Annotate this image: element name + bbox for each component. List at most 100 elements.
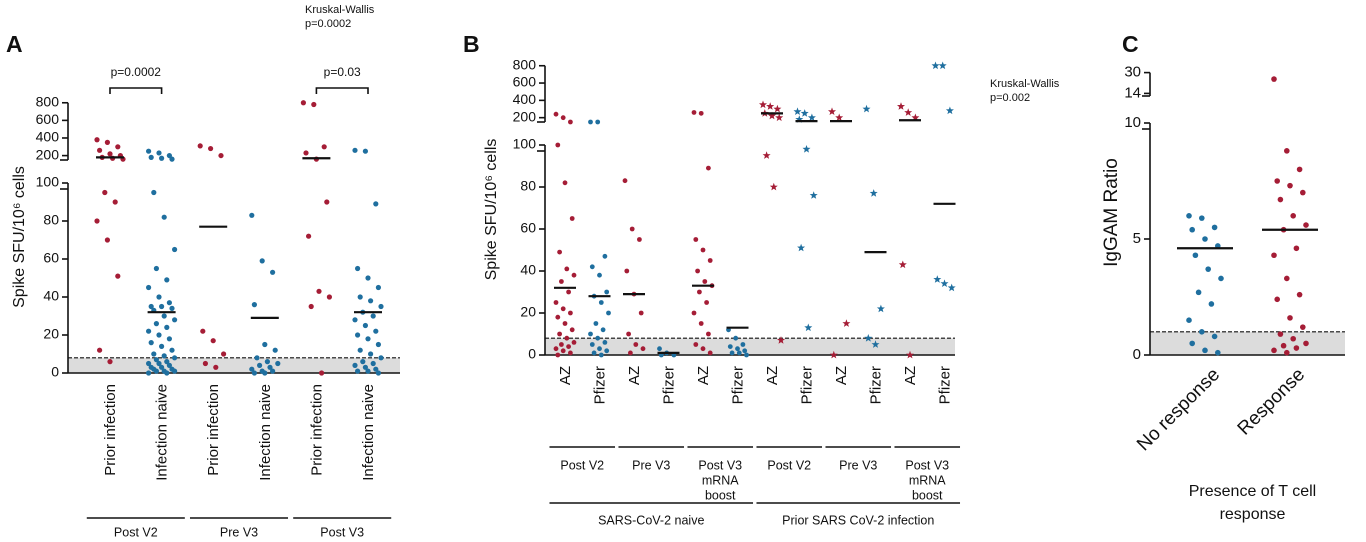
y-tick-label: 80 [43, 212, 59, 228]
data-point [1284, 349, 1290, 356]
data-point [151, 351, 157, 357]
data-point [115, 144, 121, 150]
data-point [166, 300, 172, 306]
y-tick-label: 200 [513, 108, 537, 124]
data-point [828, 107, 836, 115]
y-tick-label: 600 [36, 111, 60, 127]
data-point [862, 104, 871, 113]
data-point [316, 288, 322, 294]
y-tick-label: 200 [36, 146, 60, 162]
data-point [362, 148, 368, 154]
data-point [597, 272, 602, 278]
data-point [604, 348, 610, 354]
data-point [560, 348, 566, 354]
data-point [931, 61, 940, 70]
group-label: mRNA [909, 473, 946, 487]
data-point [624, 268, 630, 274]
x-tick-label: No response [1133, 364, 1224, 455]
comparison-bracket [109, 87, 163, 94]
data-point [370, 313, 376, 319]
y-tick-label: 30 [1124, 64, 1141, 81]
data-point [911, 113, 920, 122]
y-tick-label: 80 [520, 178, 536, 194]
data-point [564, 266, 570, 272]
y-tick-label: 100 [36, 174, 60, 190]
data-point [562, 321, 568, 326]
data-point [800, 109, 809, 117]
data-point [159, 303, 165, 310]
data-point [945, 106, 954, 115]
data-point [164, 370, 170, 376]
data-point [153, 265, 159, 272]
y-axis-label: Spike SFU/10⁶ cells [11, 166, 28, 308]
data-point [311, 101, 317, 108]
data-point [1287, 182, 1293, 189]
y-tick-label: 400 [513, 91, 537, 107]
data-point [1271, 252, 1277, 259]
data-point [249, 366, 255, 372]
data-point [146, 148, 152, 154]
data-point [107, 359, 113, 365]
data-point [151, 189, 157, 196]
data-point [368, 351, 374, 357]
data-point [161, 353, 167, 359]
data-point [270, 368, 276, 374]
data-point [156, 332, 162, 338]
data-point [555, 352, 561, 358]
data-point [1284, 148, 1290, 154]
data-point [169, 156, 175, 162]
x-tick-label: AZ [695, 366, 712, 385]
data-point [606, 310, 611, 316]
panel-label: B [463, 31, 480, 57]
data-point [153, 368, 159, 374]
data-point [802, 145, 811, 153]
data-point [1271, 347, 1277, 354]
data-point [373, 201, 379, 207]
data-point [1189, 226, 1195, 233]
data-point [1274, 178, 1280, 184]
x-tick-label: Prior infection [205, 384, 222, 476]
data-point [1199, 329, 1205, 335]
group-label: Post V3 [905, 458, 949, 472]
group-label: Post V2 [114, 525, 158, 539]
comparison-label: p=0.0002 [111, 65, 162, 79]
data-point [904, 108, 913, 116]
data-point [97, 347, 103, 353]
data-point [560, 115, 566, 121]
data-point [202, 360, 208, 367]
data-point [1300, 324, 1306, 330]
annotation: p=0.0002 [305, 18, 351, 30]
y-tick-label: 0 [1133, 346, 1141, 363]
data-point [938, 61, 947, 70]
x-tick-label: AZ [626, 366, 643, 385]
data-point [569, 216, 575, 221]
data-point [172, 355, 178, 361]
x-tick-label: Pfizer [729, 366, 746, 404]
data-point [733, 335, 739, 341]
data-point [272, 347, 278, 353]
y-tick-label: 800 [36, 93, 60, 109]
data-point [153, 357, 159, 363]
x-tick-label: AZ [764, 366, 781, 385]
data-point [1199, 215, 1205, 221]
data-point [569, 327, 575, 333]
y-tick-label: 5 [1133, 230, 1141, 247]
data-point [777, 336, 785, 344]
data-point [695, 268, 700, 274]
data-point [773, 104, 782, 113]
data-point [197, 143, 203, 149]
data-point [1218, 275, 1224, 282]
data-point [1202, 347, 1208, 354]
data-point [1211, 333, 1218, 340]
data-point [775, 113, 784, 122]
data-point [1208, 301, 1215, 307]
x-axis-label: response [1220, 506, 1286, 523]
data-point [156, 360, 162, 367]
data-point [589, 342, 595, 347]
data-point [559, 342, 564, 347]
data-point [729, 350, 735, 356]
data-point [1290, 213, 1296, 219]
data-point [275, 360, 281, 367]
data-point [200, 328, 206, 334]
data-point [1296, 291, 1303, 298]
